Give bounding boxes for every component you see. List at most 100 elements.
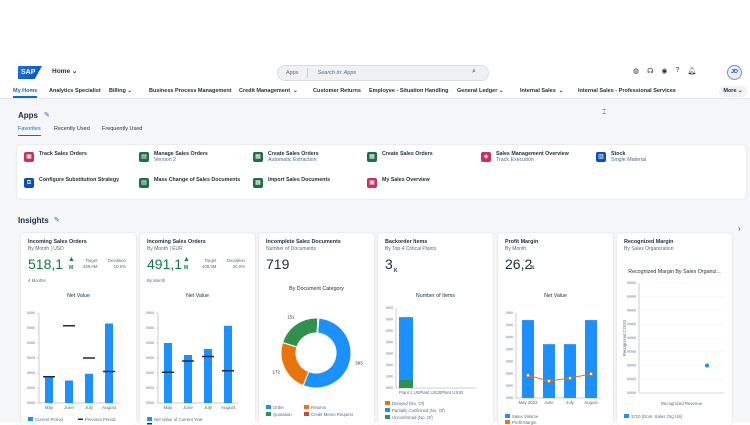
nav-internal-sales[interactable]: Internal Sales ⌄ [520,88,564,94]
x-tick-label: July [85,405,94,410]
more-button[interactable]: More ⌄ [719,86,747,97]
legend-label: Profit Margin [512,420,537,425]
bell-icon[interactable]: 🔔︎ [687,68,697,75]
nav-credit-label: Credit Management [239,88,291,94]
insight-card[interactable]: Profit Margin By Month 26,2% Net Value May … [498,233,613,425]
nav-employee-situation-handling[interactable]: Employee - Situation Handling [369,88,449,94]
home-label: Home [52,68,71,75]
avatar[interactable]: JD [727,65,742,80]
app-tile[interactable]: ▤ Manage Sales Orders Version 2 [139,151,208,163]
nav-my-home[interactable]: My Home [13,88,38,98]
tab-favorites[interactable]: Favorites [18,126,41,136]
kpi-unit: M [184,265,189,271]
edit-pencil-icon[interactable]: ✎ [54,217,60,224]
bar [564,344,576,398]
joule-icon[interactable]: ◍ [633,68,640,75]
app-title: Mass Change of Sales Documents [154,177,241,183]
bar [204,349,212,403]
nav-billing[interactable]: Billing ⌄ [109,88,132,94]
nav-customer-returns[interactable]: Customer Returns [313,88,361,94]
nav-credit-management[interactable]: Credit Management ⌄ [239,88,298,94]
app-tile[interactable]: ⧉ Configure Substitution Strategy [24,177,119,188]
chart-title: Net Value [67,293,90,299]
bar [543,344,555,398]
nav-analytics-specialist[interactable]: Analytics Specialist [49,88,101,94]
insight-card[interactable]: Incoming Sales Orders By Month | USD 518,… [21,233,136,425]
app-tile[interactable]: ◈ Sales Management Overview Track Executi… [481,151,569,163]
target-label: Target [85,258,98,263]
y-tick-label [386,317,393,321]
y-tick-label [27,386,35,389]
x-tick-label: August [584,400,598,405]
search-icon[interactable]: ⌕ [472,68,476,75]
legend-label: Returns [311,405,326,410]
legend-label: Sales Volume [512,414,539,419]
help-icon[interactable]: ? [675,67,680,74]
app-tile[interactable]: ▣ My Sales Overview [367,177,430,188]
chart-svg: May June July August Current Period Previous … [27,311,119,422]
chevron-down-icon: ⌄ [71,68,78,75]
y-tick-label [27,326,35,329]
legend-label: Previous Period [85,417,116,422]
pie-label: 151 [287,314,295,319]
legend-swatch [304,412,309,416]
tab-recently-used[interactable]: Recently Used [54,126,90,132]
bar [65,380,73,403]
legend-label: Order [273,405,285,410]
card-subtitle: By Top 4 Critical Plants [385,246,437,252]
insight-card[interactable]: Incoming Sales Orders By Month | EUR 491,… [140,233,255,425]
pie-label: 393 [355,360,363,365]
y-tick-label [27,311,35,314]
app-tile[interactable]: ▦ Create Sales Orders Automatic Extractio… [253,151,319,163]
app-tile[interactable]: ▦ Create Sales Orders [367,151,433,162]
y-tick-label [506,396,513,399]
edit-pencil-icon[interactable]: ✎ [44,112,50,119]
app-tile[interactable]: ▣ Track Sales Orders [24,151,87,162]
app-icon: ◈ [481,152,491,162]
card-subtitle: By Sales Organization [624,246,674,252]
legend-label: 1710 (Dom. Sales Org US) [631,414,683,419]
legend-label: Current Period [35,417,64,422]
home-menu[interactable]: Home ⌄ [52,67,77,75]
profit-line [527,373,592,382]
headset-icon[interactable]: ☊ [647,68,654,75]
app-icon: ▦ [253,178,263,188]
bar [85,373,93,403]
legend-swatch [78,418,83,420]
legend-swatch [624,414,629,418]
app-tile[interactable]: ▦ Import Sales Documents [253,177,330,188]
insight-card[interactable]: Incomplete Sales Documents Number of Doc… [259,233,374,425]
shell-bar: SAP Home ⌄ Apps Search in: Apps ⌕ ◍ ☊ ◉ … [0,62,750,84]
shell-actions: ◍ ☊ ◉ ? 🔔︎ [633,67,696,75]
deviation-value: 10,5% [113,264,126,269]
sap-logo[interactable]: SAP [18,66,42,79]
y-tick-label [386,352,393,355]
nav-internal-sales-professional-services[interactable]: Internal Sales - Professional Services [578,88,676,94]
copilot-icon[interactable]: ◉ [661,68,668,75]
more-label: More [723,88,737,94]
card-title: Incoming Sales Orders [28,239,87,245]
app-tile[interactable]: ▤ Mass Change of Sales Documents [139,177,240,188]
insight-card[interactable]: Backorder Items By Top 4 Critical Plants… [378,233,493,425]
nav-general-ledger[interactable]: General Ledger ⌄ [457,88,504,94]
search-field[interactable]: Apps Search in: Apps ⌕ [277,65,489,81]
y-tick-label [386,306,393,309]
x-tick-label: August [102,405,117,410]
app-subtitle: Version 2 [154,157,177,163]
chart-svg: Recognized COGS Recognized Revenue 1710 (D… [622,281,724,419]
page-content: Apps ✎ Favorites Recently Used Frequentl… [0,99,750,425]
nav-business-process-management[interactable]: Business Process Management [149,88,232,94]
tab-frequently-used[interactable]: Frequently Used [102,126,143,132]
y-tick-label [146,341,154,344]
chevron-right-icon[interactable]: › [738,224,741,233]
x-tick-label: July [204,405,213,410]
app-tile[interactable]: ▥ Stock Single Material [596,151,646,163]
app-title: Stock [611,151,626,157]
search-scope-select[interactable]: Apps [278,68,308,78]
search-input[interactable]: Search in: Apps [317,70,357,76]
bar [105,323,113,403]
x-tick-label: June [183,405,193,410]
profit-point [547,378,552,383]
insight-card[interactable]: Recognized Margin By Sales Organization R… [617,233,732,425]
card-title: Incoming Sales Orders [147,239,206,245]
